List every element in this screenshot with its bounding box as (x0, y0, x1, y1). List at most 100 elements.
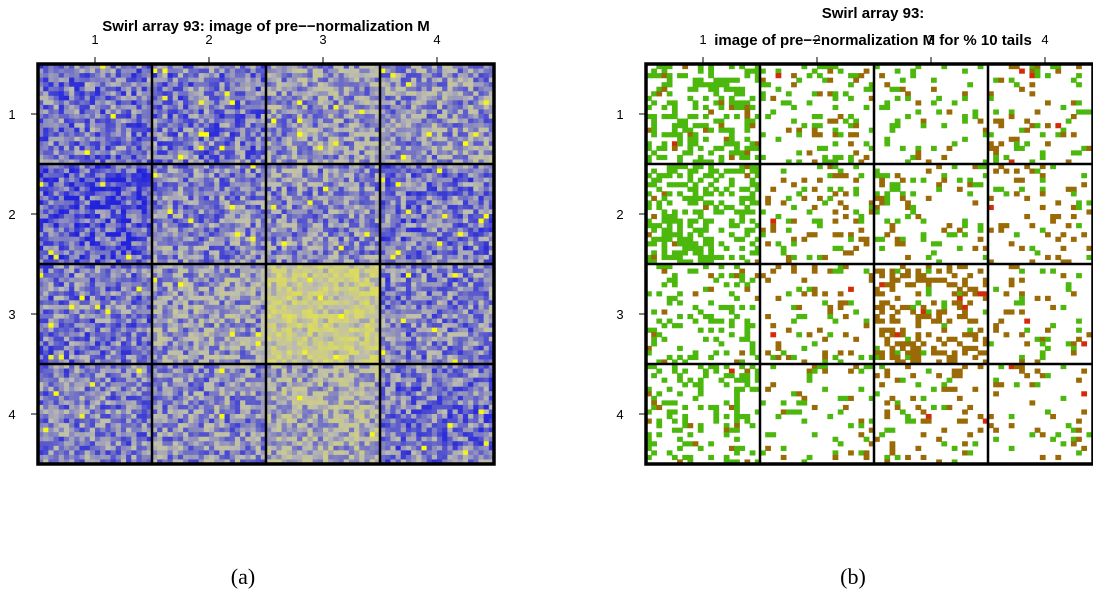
panel-a-cell (100, 186, 106, 192)
panel-a-cell (369, 218, 376, 224)
panel-a-cell (483, 118, 490, 124)
panel-a-cell (447, 259, 454, 265)
panel-a-cell (395, 236, 402, 242)
panel-a-cell (157, 259, 163, 265)
panel-a-cell (281, 127, 288, 133)
panel-a-cell (214, 173, 220, 179)
panel-a-cell (63, 86, 70, 92)
panel-a-cell (89, 323, 96, 329)
panel-a-cell (271, 186, 277, 192)
panel-a-cell (405, 73, 412, 79)
panel-a-cell (390, 204, 397, 211)
panel-a-cell (323, 227, 329, 233)
panel-a-cell (100, 127, 106, 133)
panel-a-cell (214, 295, 220, 301)
panel-a-cell (291, 223, 298, 229)
panel-a-cell (95, 114, 101, 120)
panel-a-cell (447, 254, 454, 261)
panel-a-cell (266, 236, 272, 242)
panel-a-cell (152, 68, 158, 74)
panel-a-cell (462, 204, 469, 211)
panel-a-cell (255, 223, 262, 229)
panel-a-cell (105, 336, 112, 342)
panel-a-cell (120, 200, 127, 206)
panel-a-cell (120, 132, 127, 138)
panel-a-cell (250, 159, 257, 165)
panel-a-cell (312, 136, 319, 142)
panel-a-cell (183, 150, 189, 156)
panel-a-cell (234, 191, 241, 197)
panel-a-cell (302, 259, 309, 265)
panel-a-cell (266, 132, 272, 138)
panel-a-cell (131, 209, 138, 215)
panel-a-cell (157, 341, 163, 347)
panel-a-cell (131, 95, 138, 101)
panel-a-cell (214, 214, 220, 220)
panel-a-cell (343, 273, 350, 279)
panel-a-cell (131, 82, 138, 88)
panel-a-cell (234, 268, 241, 274)
panel-a-cell (43, 127, 49, 133)
panel-a-cell (177, 154, 184, 161)
panel-a-cell (338, 168, 345, 174)
panel-a-cell (120, 232, 127, 238)
panel-a-cell (245, 82, 252, 88)
panel-a-cell (374, 132, 381, 138)
panel-a-cell (307, 209, 314, 215)
panel-a-cell (224, 336, 231, 342)
panel-a-cell (328, 227, 334, 233)
panel-a-cell (53, 218, 60, 224)
panel-a-cell (312, 223, 319, 229)
panel-a-cell (74, 354, 81, 361)
panel-a-cell (369, 291, 376, 297)
panel-a-cell (172, 114, 179, 120)
panel-a-cell (234, 273, 241, 279)
panel-a-cell (297, 182, 303, 188)
panel-a-cell (364, 159, 371, 165)
panel-a-cell (328, 186, 334, 192)
panel-a-cell (255, 145, 262, 151)
panel-a-cell (281, 64, 288, 70)
panel-a-cell (172, 68, 179, 74)
panel-a-cell (53, 336, 60, 342)
panel-a-cell (266, 109, 272, 115)
panel-a-cell (240, 123, 246, 129)
panel-a-cell (250, 227, 257, 233)
panel-a-cell (209, 209, 215, 215)
panel-a-cell (146, 214, 153, 220)
panel-a-cell (250, 141, 257, 147)
panel-a-cell (478, 145, 485, 151)
panel-a-cell (390, 100, 397, 106)
panel-a-cell (152, 341, 158, 347)
panel-a-cell (359, 209, 366, 215)
panel-a-cell (271, 173, 277, 179)
panel-a-cell (229, 232, 236, 238)
panel-a-cell (131, 218, 138, 224)
panel-a-cell (177, 195, 184, 201)
panel-a-cell (405, 100, 412, 106)
panel-a-cell (69, 186, 75, 192)
panel-a-cell (234, 123, 241, 129)
panel-a-cell (89, 359, 96, 365)
panel-a-cell (250, 341, 257, 347)
panel-a-cell (240, 232, 246, 238)
panel-a-cell (219, 145, 226, 151)
panel-a-cell (95, 341, 101, 347)
panel-a-cell (281, 77, 288, 83)
panel-a-cell (183, 77, 189, 83)
panel-a-cell (110, 332, 117, 338)
panel-a-cell (177, 91, 184, 97)
panel-a-cell (416, 209, 423, 215)
panel-a-cell (105, 232, 112, 238)
panel-a-cell (416, 91, 423, 97)
panel-a-cell (473, 100, 480, 106)
panel-a-cell (105, 195, 112, 201)
panel-a-cell (468, 200, 474, 206)
panel-a-cell (323, 86, 329, 92)
panel-a-cell (426, 132, 433, 138)
panel-a-cell (58, 100, 65, 106)
panel-a-cell (79, 264, 86, 270)
panel-a-cell (110, 227, 117, 233)
panel-a-cell (447, 236, 454, 242)
panel-a-cell (110, 268, 117, 274)
